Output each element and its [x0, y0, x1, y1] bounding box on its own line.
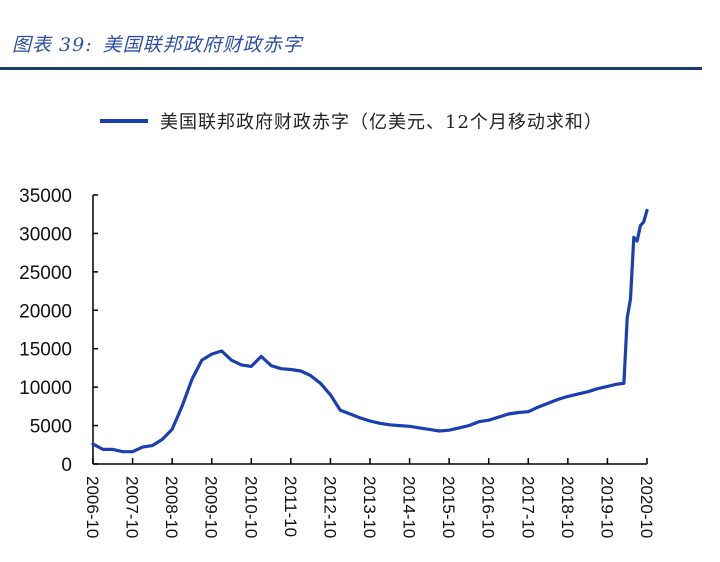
x-tick-label: 2011-10 [281, 476, 300, 537]
figure-number: 图表 39: [12, 34, 93, 56]
x-tick-label: 2014-10 [400, 476, 419, 538]
x-axis-ticks: 2006-10 2007-10 2008-10 2009-10 2010-10 2011-… [83, 458, 656, 538]
legend-line-swatch [100, 119, 148, 123]
x-tick-label: 2010-10 [241, 476, 260, 538]
y-tick-label: 30000 [19, 224, 72, 245]
x-tick-label: 2015-10 [439, 476, 458, 538]
y-axis-ticks: 0 5000 10000 15000 20000 25000 30000 35000 [19, 186, 98, 476]
y-tick-label: 10000 [19, 378, 72, 399]
y-tick-label: 35000 [19, 186, 72, 207]
title-divider [0, 67, 702, 70]
y-tick-label: 20000 [19, 301, 72, 322]
y-tick-label: 15000 [19, 340, 72, 361]
x-tick-label: 2017-10 [518, 476, 537, 538]
y-tick-label: 0 [61, 455, 72, 476]
deficit-series-line [91, 208, 649, 454]
figure-title: 图表 39: 美国联邦政府财政赤字 [12, 30, 303, 57]
y-tick-label: 5000 [30, 417, 72, 438]
x-tick-label: 2013-10 [360, 476, 379, 538]
x-tick-label: 2012-10 [320, 476, 339, 538]
x-tick-label: 2009-10 [202, 476, 221, 538]
x-tick-label: 2019-10 [597, 476, 616, 538]
figure-caption: 美国联邦政府财政赤字 [102, 34, 303, 56]
chart-legend: 美国联邦政府财政赤字（亿美元、12个月移动求和） [100, 108, 603, 134]
x-tick-label: 2018-10 [558, 476, 577, 538]
x-tick-label: 2006-10 [83, 476, 102, 538]
x-tick-label: 2008-10 [162, 476, 181, 538]
x-tick-label: 2016-10 [479, 476, 498, 538]
x-tick-label: 2007-10 [123, 476, 142, 538]
legend-label: 美国联邦政府财政赤字（亿美元、12个月移动求和） [160, 112, 603, 133]
y-tick-label: 25000 [19, 263, 72, 284]
x-tick-label: 2020-10 [637, 476, 656, 538]
